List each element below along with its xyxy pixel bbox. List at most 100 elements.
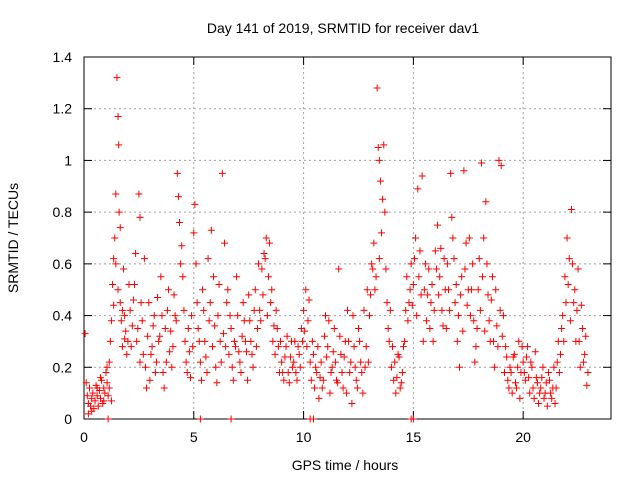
data-point	[458, 273, 466, 281]
x-tick-label: 10	[296, 429, 312, 445]
data-point	[426, 325, 434, 332]
data-point	[479, 273, 487, 281]
data-point	[477, 159, 485, 167]
data-point	[547, 389, 555, 397]
data-point	[233, 273, 241, 281]
data-point	[560, 337, 568, 345]
data-point	[406, 286, 414, 294]
data-point	[559, 312, 567, 320]
data-point	[222, 343, 230, 351]
data-points	[81, 74, 592, 423]
data-point	[206, 299, 214, 307]
data-point	[232, 343, 240, 351]
data-point	[376, 177, 384, 185]
data-point	[434, 221, 442, 229]
data-point	[353, 384, 361, 392]
data-point	[352, 376, 360, 384]
data-point	[197, 376, 205, 384]
data-point	[224, 286, 232, 294]
data-point	[530, 394, 538, 402]
data-point	[461, 265, 469, 273]
data-point	[485, 317, 493, 325]
data-point	[103, 363, 111, 371]
data-point	[182, 358, 190, 366]
data-point	[584, 368, 592, 376]
data-point	[361, 363, 369, 371]
data-point	[460, 167, 468, 175]
data-point	[225, 350, 233, 358]
data-point	[351, 363, 359, 371]
data-point	[163, 306, 171, 314]
data-point	[316, 374, 324, 382]
data-point	[564, 281, 572, 289]
data-point	[453, 337, 461, 345]
data-point	[152, 358, 160, 366]
data-point	[303, 343, 311, 351]
y-tick-label: 0.2	[53, 359, 73, 375]
data-point	[128, 322, 136, 330]
data-point	[179, 273, 187, 281]
data-point	[214, 312, 222, 320]
data-point	[115, 208, 123, 216]
data-point	[93, 384, 101, 392]
data-point	[386, 306, 394, 314]
data-point	[296, 363, 304, 371]
data-point	[230, 337, 238, 345]
data-point	[495, 156, 503, 164]
data-point	[329, 348, 337, 356]
data-point	[267, 299, 275, 307]
data-point	[277, 337, 285, 345]
data-point	[156, 332, 164, 340]
data-point	[578, 325, 586, 332]
data-point	[369, 265, 377, 273]
data-point	[535, 399, 543, 407]
data-point	[370, 239, 378, 247]
data-point	[114, 286, 122, 294]
data-point	[244, 376, 252, 384]
data-point	[558, 325, 566, 332]
data-point	[577, 301, 585, 309]
data-point	[398, 368, 406, 376]
data-point	[423, 317, 431, 325]
data-point	[141, 363, 149, 371]
data-point	[583, 381, 591, 389]
data-point	[345, 337, 353, 345]
data-point	[449, 234, 457, 242]
data-point	[226, 312, 234, 320]
data-point	[174, 193, 182, 201]
data-point	[491, 363, 499, 371]
data-point	[123, 350, 131, 358]
data-point	[317, 358, 325, 366]
data-point	[104, 415, 112, 423]
data-point	[327, 368, 335, 376]
data-point	[271, 350, 279, 358]
data-point	[419, 337, 427, 345]
data-point	[129, 296, 137, 304]
data-point	[360, 306, 368, 314]
data-point	[462, 239, 470, 247]
data-point	[415, 273, 423, 281]
data-point	[474, 286, 482, 294]
data-point	[221, 239, 229, 247]
data-point	[409, 415, 417, 423]
data-point	[107, 397, 115, 405]
data-point	[89, 389, 97, 397]
data-point	[342, 389, 350, 397]
data-point	[551, 399, 559, 407]
data-point	[208, 343, 216, 351]
data-point	[251, 286, 259, 294]
data-point	[315, 394, 323, 402]
data-point	[358, 368, 366, 376]
data-point	[81, 330, 89, 338]
data-point	[574, 265, 582, 273]
data-point	[293, 376, 301, 384]
data-point	[308, 337, 316, 345]
data-point	[538, 374, 546, 382]
data-point	[514, 363, 522, 371]
data-point	[508, 389, 516, 397]
data-point	[431, 247, 439, 255]
data-point	[566, 317, 574, 325]
data-point	[432, 265, 440, 273]
data-point	[347, 358, 355, 366]
data-point	[292, 368, 300, 376]
